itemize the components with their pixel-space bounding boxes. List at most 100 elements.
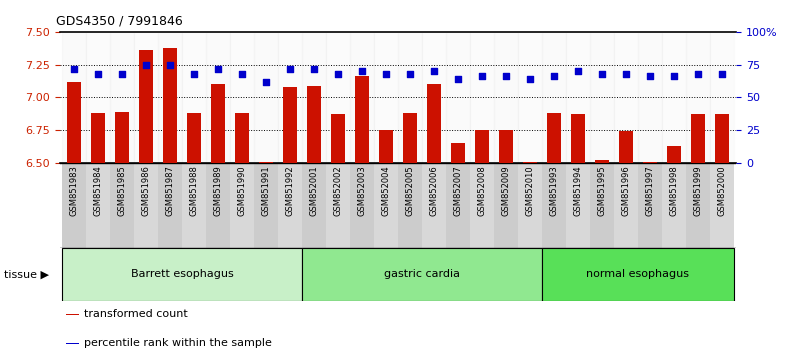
Bar	[115, 112, 129, 163]
Bar	[662, 32, 686, 163]
Text: GSM851996: GSM851996	[622, 165, 630, 216]
Point	[140, 62, 153, 68]
Point	[308, 66, 321, 72]
Bar	[134, 163, 158, 248]
Bar	[619, 131, 633, 163]
Bar	[374, 32, 398, 163]
Text: GSM852010: GSM852010	[525, 165, 534, 216]
Bar	[643, 161, 657, 163]
Point	[475, 74, 488, 79]
Text: GSM852000: GSM852000	[717, 165, 727, 216]
Point	[212, 66, 224, 72]
Point	[692, 71, 704, 76]
Bar	[206, 163, 230, 248]
Bar	[691, 114, 704, 163]
Point	[332, 71, 345, 76]
Bar	[427, 84, 441, 163]
Point	[115, 71, 128, 76]
Bar	[307, 86, 321, 163]
Bar	[667, 146, 681, 163]
Bar	[302, 248, 542, 301]
Text: GSM851994: GSM851994	[573, 165, 583, 216]
Bar	[331, 114, 345, 163]
Bar	[398, 32, 422, 163]
Point	[668, 74, 681, 79]
Text: GSM851985: GSM851985	[118, 165, 127, 216]
Bar	[475, 130, 489, 163]
Point	[524, 76, 537, 82]
Bar	[523, 161, 537, 163]
Point	[643, 74, 656, 79]
Text: GSM852006: GSM852006	[430, 165, 439, 216]
Text: GSM852008: GSM852008	[478, 165, 486, 216]
Bar	[139, 50, 153, 163]
Text: GSM851989: GSM851989	[213, 165, 223, 216]
Text: tissue ▶: tissue ▶	[4, 269, 49, 279]
Point	[236, 71, 248, 76]
Bar	[518, 163, 542, 248]
Bar	[230, 32, 254, 163]
Point	[451, 76, 464, 82]
Bar	[494, 163, 518, 248]
Text: GSM852009: GSM852009	[501, 165, 510, 216]
Bar	[236, 113, 248, 163]
Point	[356, 68, 369, 74]
Bar	[518, 32, 542, 163]
Point	[500, 74, 513, 79]
Bar	[302, 32, 326, 163]
Bar	[62, 248, 302, 301]
Text: GSM851986: GSM851986	[142, 165, 150, 216]
Bar	[422, 32, 446, 163]
Text: transformed count: transformed count	[84, 309, 188, 319]
Point	[619, 71, 632, 76]
Bar	[254, 32, 278, 163]
Bar	[278, 32, 302, 163]
Point	[572, 68, 584, 74]
Bar	[542, 163, 566, 248]
Point	[188, 71, 201, 76]
Bar	[259, 161, 273, 163]
Text: GSM852007: GSM852007	[454, 165, 462, 216]
Bar	[326, 32, 350, 163]
Text: percentile rank within the sample: percentile rank within the sample	[84, 338, 272, 348]
Point	[548, 74, 560, 79]
Bar	[182, 163, 206, 248]
Bar	[614, 163, 638, 248]
Point	[427, 68, 440, 74]
Bar	[188, 113, 201, 163]
Bar	[62, 163, 86, 248]
Bar	[350, 163, 374, 248]
Point	[404, 71, 416, 76]
Bar	[542, 32, 566, 163]
Text: GDS4350 / 7991846: GDS4350 / 7991846	[57, 15, 183, 28]
Text: GSM851998: GSM851998	[669, 165, 678, 216]
Bar	[470, 163, 494, 248]
Bar	[254, 163, 278, 248]
Text: normal esophagus: normal esophagus	[587, 269, 689, 279]
Bar	[326, 163, 350, 248]
Bar	[638, 32, 662, 163]
Text: GSM852005: GSM852005	[405, 165, 415, 216]
Text: gastric cardia: gastric cardia	[384, 269, 460, 279]
Bar	[68, 82, 80, 163]
Bar	[278, 163, 302, 248]
Bar	[404, 113, 416, 163]
Point	[68, 66, 80, 72]
Bar	[230, 163, 254, 248]
Bar	[212, 84, 224, 163]
Bar	[158, 163, 182, 248]
Bar	[92, 113, 105, 163]
Bar	[398, 163, 422, 248]
Text: GSM851984: GSM851984	[94, 165, 103, 216]
Bar	[350, 32, 374, 163]
Bar	[686, 32, 710, 163]
Bar	[470, 32, 494, 163]
Bar	[638, 163, 662, 248]
Bar	[499, 130, 513, 163]
Text: GSM851993: GSM851993	[549, 165, 559, 216]
Text: GSM851983: GSM851983	[69, 165, 79, 216]
Text: GSM852002: GSM852002	[334, 165, 342, 216]
Bar	[451, 143, 465, 163]
Bar	[614, 32, 638, 163]
Bar	[355, 76, 369, 163]
